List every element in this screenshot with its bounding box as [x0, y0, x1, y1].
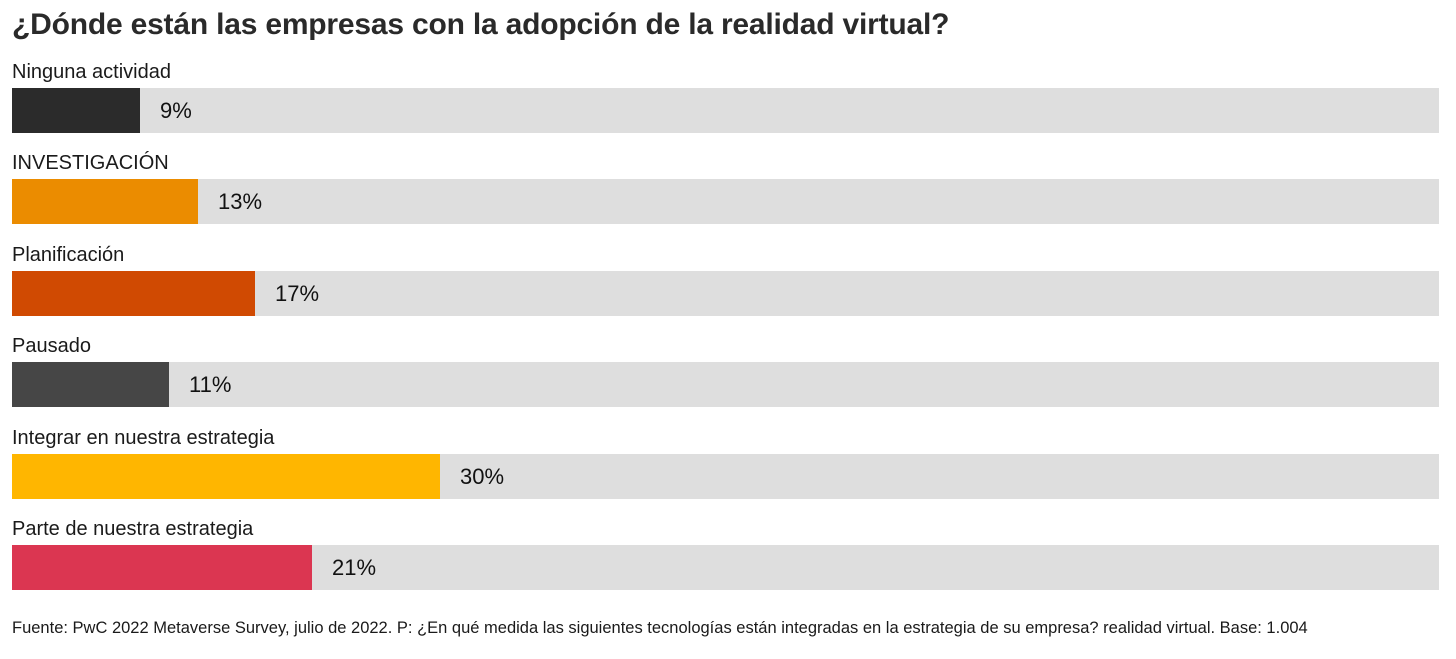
bar-track: 13%	[12, 179, 1439, 225]
category-label: Integrar en nuestra estrategia	[12, 426, 275, 449]
category-label: INVESTIGACIÓN	[12, 152, 169, 175]
bar-row: Planificación 17%	[12, 242, 1439, 333]
bar-row: Ninguna actividad 9%	[12, 59, 1439, 150]
bar-track: 9%	[12, 88, 1439, 133]
bar-track: 30%	[12, 453, 1439, 499]
category-label: Parte de nuestra estrategia	[12, 517, 254, 540]
bar	[12, 88, 140, 133]
category-label: Planificación	[12, 243, 125, 266]
value-label: 9%	[160, 98, 192, 123]
value-label: 17%	[275, 280, 320, 306]
bar-track: 11%	[12, 362, 1439, 408]
bar	[12, 362, 169, 408]
bar-track: 21%	[12, 544, 1439, 590]
bar	[12, 270, 255, 316]
bar-row: Parte de nuestra estrategia 21%	[12, 516, 1439, 607]
value-label: 21%	[332, 554, 377, 580]
bar-row: Pausado 11%	[12, 333, 1439, 424]
bar-chart: Ninguna actividad 9% INVESTIGACIÓN 13% Plani…	[12, 59, 1439, 607]
bar	[12, 179, 198, 225]
value-label: 13%	[218, 189, 263, 215]
value-label: 11%	[189, 372, 232, 398]
chart-title: ¿Dónde están las empresas con la adopció…	[12, 8, 950, 41]
category-label: Ninguna actividad	[12, 61, 171, 83]
bar-row: Integrar en nuestra estrategia 30%	[12, 425, 1439, 516]
bar	[12, 544, 312, 590]
bar-track: 17%	[12, 270, 1439, 316]
source-footnote: Fuente: PwC 2022 Metaverse Survey, julio…	[12, 619, 1308, 637]
bar	[12, 453, 440, 499]
bar-row: INVESTIGACIÓN 13%	[12, 150, 1439, 241]
category-label: Pausado	[12, 335, 91, 358]
value-label: 30%	[460, 463, 505, 489]
